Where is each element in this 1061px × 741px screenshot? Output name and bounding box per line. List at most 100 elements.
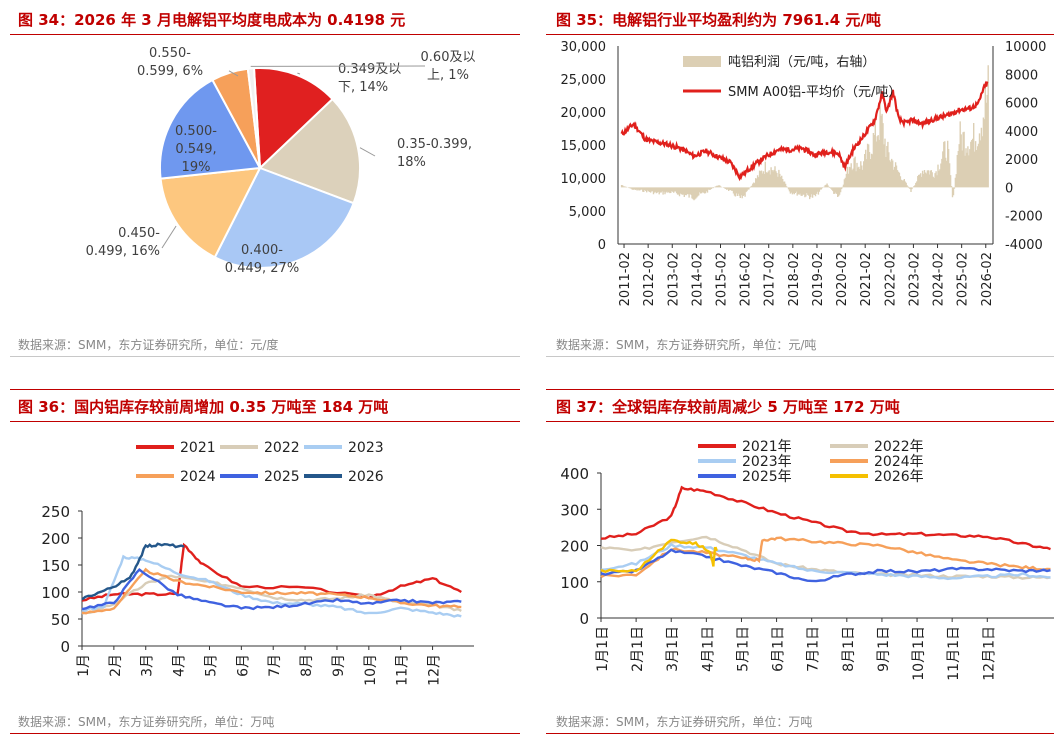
x-tick-label: 5月1日 <box>735 626 751 672</box>
slice-label: 0.499, 16% <box>86 244 160 259</box>
footer-rule <box>546 733 1054 734</box>
y-tick-label: 50 <box>51 611 70 629</box>
x-tick-label: 5月 <box>203 654 219 677</box>
y-left-tick-label: 10,000 <box>561 172 607 187</box>
y-left-tick-label: 20,000 <box>561 106 607 121</box>
y-right-tick-label: 0 <box>1005 181 1013 196</box>
source-note: 数据来源：SMM，东方证券研究所，单位：万吨 <box>556 715 813 729</box>
x-tick-label: 2022-02 <box>883 252 898 306</box>
legend-label: 2023年 <box>742 454 792 470</box>
price-line <box>620 80 989 182</box>
y-tick-label: 150 <box>41 557 70 575</box>
y-right-tick-label: -4000 <box>1005 238 1043 253</box>
pie-slice <box>159 78 262 180</box>
slice-label: 0.450- <box>118 226 160 241</box>
x-tick-label: 2024-02 <box>932 252 947 306</box>
legend-label: 2026 <box>348 469 384 485</box>
y-tick-label: 100 <box>560 574 589 592</box>
fig37-panel: 图 37：全球铝库存较前周减少 5 万吨至 172 万吨 400 300 200 10… <box>538 383 1061 741</box>
x-tick-label: 1月1日 <box>595 626 611 672</box>
page-title: 图 35：电解铝行业平均盈利约为 7961.4 元/吨 <box>556 11 881 29</box>
x-tick-label: 4月1日 <box>700 626 716 672</box>
slice-label: 0.549, <box>175 142 216 157</box>
x-tick-label: 8月1日 <box>841 626 857 672</box>
pie-slice <box>246 67 261 169</box>
x-tick-label: 6月1日 <box>771 626 787 672</box>
y-left-tick-label: 5,000 <box>569 205 606 220</box>
legend-label: 2026年 <box>874 469 924 485</box>
x-tick-label: 2019-02 <box>811 252 826 306</box>
x-tick-label: 2013-02 <box>666 252 681 306</box>
slice-label: 0.599, 6% <box>137 64 203 79</box>
x-tick-label: 2月 <box>108 654 124 677</box>
title-rule <box>546 34 1054 35</box>
x-tick-label: 9月 <box>331 654 347 677</box>
footer-rule <box>546 356 1054 357</box>
x-tick-label: 2018-02 <box>787 252 802 306</box>
slice-label: 0.349及以 <box>338 62 401 77</box>
y-tick-label: 200 <box>560 538 589 556</box>
y-right-tick-label: -2000 <box>1005 210 1043 225</box>
x-tick-label: 12月1日 <box>981 626 997 681</box>
slice-label: 0.400- <box>241 243 283 258</box>
x-tick-label: 3月 <box>140 654 156 677</box>
domestic-inventory-chart: 250 200 150 100 50 0 1月 2月 3月 4月 5月 6月 7月 8月 9月 10月 11月 1… <box>41 440 474 686</box>
x-tick-label: 1月 <box>76 654 92 677</box>
x-tick-label: 9月1日 <box>876 626 892 672</box>
slice-label: 0.60及以 <box>421 50 476 65</box>
slice-label: 0.449, 27% <box>225 261 299 276</box>
series-line <box>81 554 462 618</box>
title-rule <box>546 421 1054 422</box>
series-line <box>81 567 462 615</box>
legend-label: 吨铝利润（元/吨，右轴） <box>728 55 875 70</box>
legend-label: 2024 <box>180 469 216 485</box>
legend-label: 2024年 <box>874 454 924 470</box>
y-right-tick-label: 8000 <box>1005 68 1038 83</box>
slice-label: 0.500- <box>175 124 217 139</box>
profit-area <box>620 65 989 201</box>
legend-label: 2025年 <box>742 469 792 485</box>
x-tick-label: 2011-02 <box>618 252 633 306</box>
x-tick-label: 2017-02 <box>763 252 778 306</box>
slice-label: 下, 14% <box>338 80 388 95</box>
y-tick-label: 200 <box>41 530 70 548</box>
footer-rule <box>10 733 520 734</box>
x-tick-label: 11月1日 <box>946 626 962 681</box>
y-right-tick-label: 4000 <box>1005 125 1038 140</box>
slice-label: 18% <box>397 155 426 170</box>
x-tick-label: 2014-02 <box>690 252 705 306</box>
y-right-tick-label: 10000 <box>1005 40 1046 55</box>
y-tick-label: 0 <box>579 610 589 628</box>
x-tick-label: 3月1日 <box>665 626 681 672</box>
x-tick-label: 2023-02 <box>907 252 922 306</box>
series-line <box>600 538 718 574</box>
profit-price-chart: 30,000 25,000 20,000 15,000 10,000 5,000 0 1000… <box>561 40 1047 306</box>
x-tick-label: 10月1日 <box>911 626 927 681</box>
x-tick-label: 2015-02 <box>714 252 729 306</box>
page-title: 图 36：国内铝库存较前周增加 0.35 万吨至 184 万吨 <box>18 398 389 416</box>
y-left-tick-label: 30,000 <box>561 40 607 55</box>
x-tick-label: 2月1日 <box>630 626 646 672</box>
x-tick-label: 2012-02 <box>642 252 657 306</box>
series-line <box>600 536 1051 579</box>
top-rule <box>546 389 1054 390</box>
pie-slice <box>213 166 355 269</box>
series-line <box>600 485 1051 551</box>
y-tick-label: 300 <box>560 501 589 519</box>
slice-label: 0.35-0.399, <box>397 137 472 152</box>
x-tick-label: 2026-02 <box>980 252 995 306</box>
global-inventory-chart: 400 300 200 100 0 1月1日 2月1日 3月1日 4月1日 5月1日 6月1日 7月1… <box>560 439 1054 681</box>
y-left-tick-label: 0 <box>598 238 606 253</box>
x-tick-label: 7月 <box>267 654 283 677</box>
legend-swatch <box>683 56 721 67</box>
series-line <box>81 567 462 611</box>
leader-line <box>161 225 177 249</box>
fig35-panel: 图 35：电解铝行业平均盈利约为 7961.4 元/吨 30,000 25,000… <box>538 0 1061 370</box>
page-title: 图 37：全球铝库存较前周减少 5 万吨至 172 万吨 <box>556 398 900 416</box>
x-tick-label: 2021-02 <box>859 252 874 306</box>
slice-label: 上, 1% <box>427 68 469 83</box>
series-line <box>600 548 1051 583</box>
title-rule <box>10 421 520 422</box>
slice-label: 0.550- <box>149 46 191 61</box>
